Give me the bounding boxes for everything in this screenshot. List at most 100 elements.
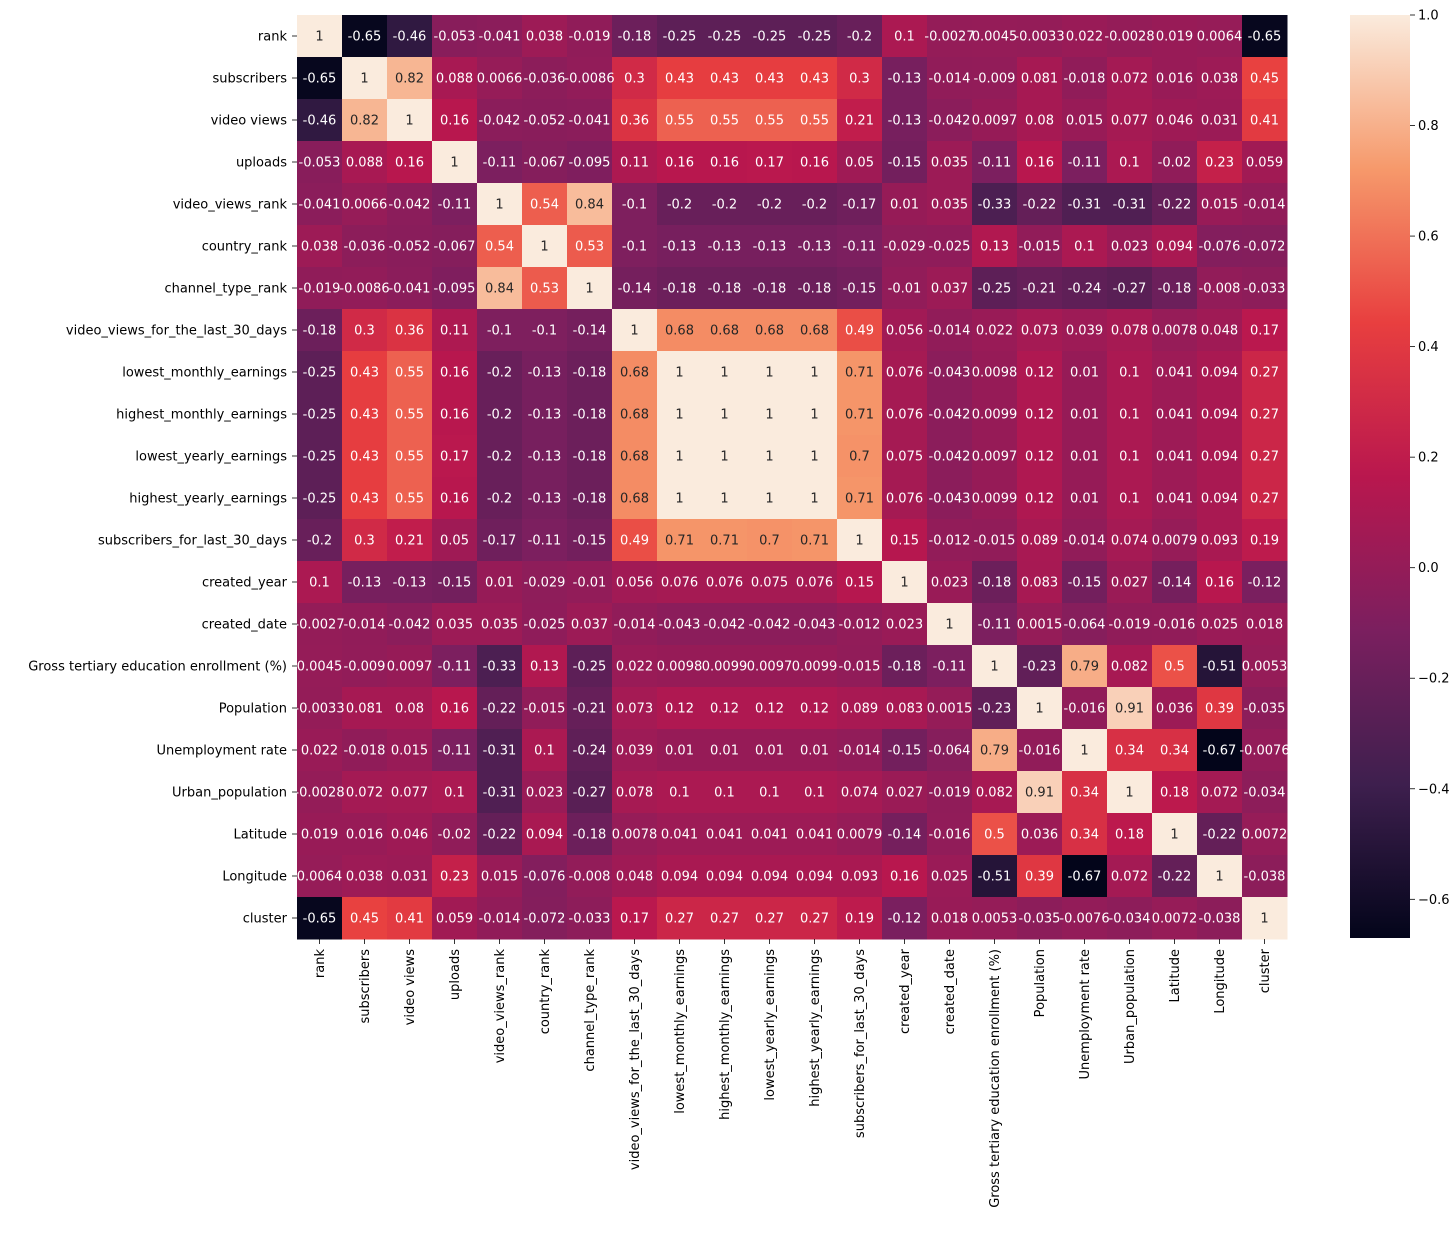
cell-value-label: -0.076 xyxy=(524,870,566,885)
x-tick-label: country_rank xyxy=(538,949,553,1035)
cell-value-label: 0.023 xyxy=(886,618,923,633)
heatmap-cell xyxy=(522,687,568,730)
cell-value-label: -0.042 xyxy=(929,408,971,423)
cell-value-label: 0.046 xyxy=(391,828,428,843)
heatmap-cell xyxy=(1017,351,1063,394)
heatmap-cell xyxy=(432,351,478,394)
cell-value-label: -0.0076 xyxy=(1239,744,1289,759)
heatmap-cell xyxy=(297,519,343,562)
heatmap-cell xyxy=(387,561,433,604)
heatmap-cell xyxy=(1152,897,1198,940)
heatmap-cell xyxy=(837,15,883,58)
heatmap-cell xyxy=(972,645,1018,688)
cell-value-label: 0.037 xyxy=(571,618,608,633)
cell-value-label: -0.13 xyxy=(753,240,787,255)
cell-value-label: 0.089 xyxy=(1021,534,1058,549)
heatmap-cell xyxy=(477,99,523,142)
cell-value-label: -0.22 xyxy=(1158,870,1192,885)
heatmap-cell xyxy=(792,435,838,478)
cell-value-label: 0.038 xyxy=(526,30,563,45)
heatmap-cell xyxy=(297,351,343,394)
heatmap-cell xyxy=(1152,309,1198,352)
heatmap-cell xyxy=(702,687,748,730)
heatmap-cell xyxy=(387,435,433,478)
heatmap-cell xyxy=(792,603,838,646)
cell-value-label: -0.25 xyxy=(303,450,337,465)
cell-value-label: 1 xyxy=(810,492,818,507)
cell-value-label: -0.014 xyxy=(344,618,386,633)
heatmap-cell xyxy=(657,393,703,436)
heatmap-cell xyxy=(657,813,703,856)
heatmap-cell xyxy=(927,561,973,604)
heatmap-cell xyxy=(297,15,343,58)
heatmap-cell xyxy=(927,141,973,184)
heatmap-cell xyxy=(657,351,703,394)
heatmap-cell xyxy=(477,519,523,562)
heatmap-cell xyxy=(342,141,388,184)
heatmap-cell xyxy=(1152,225,1198,268)
cell-value-label: -0.11 xyxy=(528,534,562,549)
cell-value-label: 0.3 xyxy=(354,324,375,339)
heatmap-cell xyxy=(1152,771,1198,814)
heatmap-cell xyxy=(522,645,568,688)
cell-value-label: -0.31 xyxy=(1068,198,1102,213)
heatmap-cell xyxy=(927,225,973,268)
y-tick-label: subscribers xyxy=(212,72,287,87)
y-tick-label: lowest_monthly_earnings xyxy=(122,366,287,381)
cell-value-label: -0.13 xyxy=(888,72,922,87)
cell-value-label: 0.84 xyxy=(575,198,604,213)
heatmap-cell xyxy=(297,477,343,520)
heatmap-cell xyxy=(612,813,658,856)
heatmap-cell xyxy=(387,57,433,100)
cell-value-label: 0.0079 xyxy=(1152,534,1198,549)
cell-annotations: 1 -0.65 -0.46 -0.053 -0.041 0.038 -0.019 -0.18-… xyxy=(294,30,1289,927)
heatmap-cell xyxy=(1197,435,1243,478)
cell-value-label: -0.12 xyxy=(1248,576,1282,591)
cell-value-label: -0.18 xyxy=(978,576,1012,591)
cell-value-label: 0.16 xyxy=(1025,156,1054,171)
heatmap-cell xyxy=(1062,393,1108,436)
cell-value-label: -0.12 xyxy=(888,912,922,927)
cell-value-label: -0.22 xyxy=(1158,198,1192,213)
cell-value-label: 0.036 xyxy=(1156,702,1193,717)
x-tick-label: subscribers xyxy=(358,949,373,1024)
heatmap-cell xyxy=(1062,183,1108,226)
cell-value-label: 0.041 xyxy=(1156,366,1193,381)
cell-value-label: 1 xyxy=(540,240,548,255)
heatmap-cell xyxy=(837,393,883,436)
cell-value-label: 0.01 xyxy=(890,198,919,213)
cell-value-label: 0.01 xyxy=(710,744,739,759)
cell-value-label: -0.019 xyxy=(299,282,341,297)
heatmap-cell xyxy=(1197,141,1243,184)
cell-value-label: 0.041 xyxy=(706,828,743,843)
cell-value-label: 0.076 xyxy=(706,576,743,591)
heatmap-cell xyxy=(1242,15,1288,58)
x-tick-label: Latitude xyxy=(1168,949,1183,1003)
cell-value-label: 0.022 xyxy=(616,660,653,675)
heatmap-cell xyxy=(567,15,613,58)
heatmap-cell xyxy=(432,267,478,310)
cell-value-label: 0.91 xyxy=(1115,702,1144,717)
cell-value-label: 0.3 xyxy=(849,72,870,87)
cell-value-label: 0.11 xyxy=(440,324,469,339)
cell-value-label: 0.0079 xyxy=(837,828,883,843)
cell-value-label: 0.55 xyxy=(395,366,424,381)
heatmap-cell xyxy=(1242,645,1288,688)
heatmap-cell xyxy=(1107,183,1153,226)
cell-value-label: 0.43 xyxy=(350,492,379,507)
cell-value-label: -0.035 xyxy=(1244,702,1286,717)
heatmap-cell xyxy=(297,687,343,730)
cell-value-label: 0.027 xyxy=(886,786,923,801)
heatmap-cell xyxy=(1152,99,1198,142)
heatmap-cell xyxy=(522,855,568,898)
heatmap-cell xyxy=(702,519,748,562)
heatmap-cell xyxy=(1107,645,1153,688)
heatmap-cell xyxy=(1017,309,1063,352)
heatmap-cell xyxy=(657,897,703,940)
x-tick-label: created_year xyxy=(898,948,913,1034)
colorbar-tick-label: 0.2 xyxy=(1418,451,1439,466)
heatmap-cell xyxy=(297,183,343,226)
cell-value-label: -0.041 xyxy=(299,198,341,213)
heatmap-cell xyxy=(657,183,703,226)
heatmap-cell xyxy=(297,393,343,436)
